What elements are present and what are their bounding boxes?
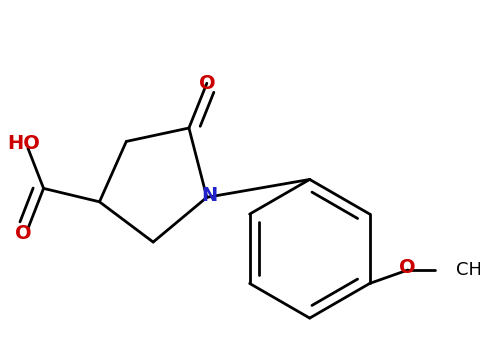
Text: N: N <box>201 186 217 205</box>
Text: HO: HO <box>7 134 40 153</box>
Text: CH₃: CH₃ <box>456 261 480 279</box>
Text: O: O <box>399 258 416 277</box>
Text: O: O <box>15 224 32 242</box>
Text: O: O <box>199 74 215 93</box>
